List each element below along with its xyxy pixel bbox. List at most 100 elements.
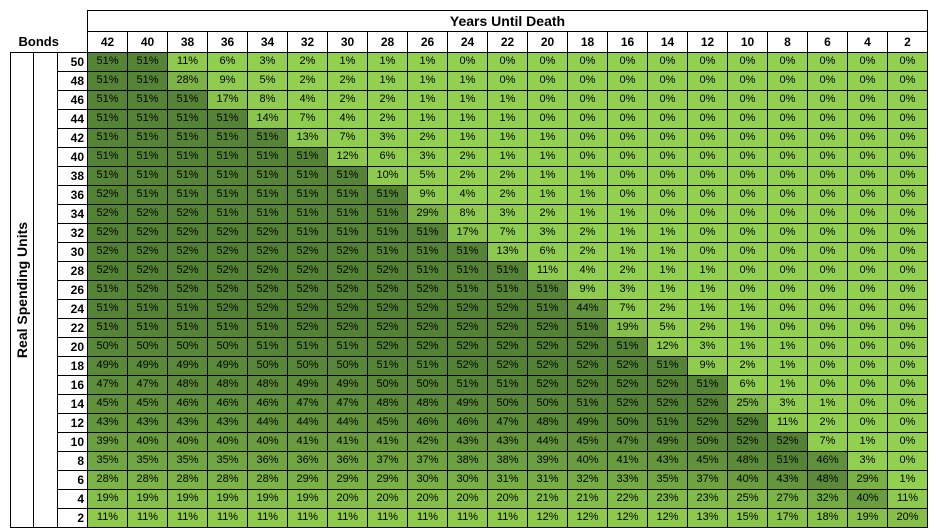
heat-cell: 22% bbox=[607, 488, 648, 509]
heat-cell: 44% bbox=[527, 431, 568, 452]
row-header-42: 42 bbox=[57, 127, 88, 148]
table-row: 34 52% 52% 52% 51% 51% 51% 51% 51% 29% 8% 3% 2% 1% 1% 0… bbox=[11, 203, 928, 224]
heat-cell: 11% bbox=[487, 507, 528, 528]
col-header-14: 14 bbox=[647, 31, 688, 53]
heat-cell: 51% bbox=[287, 336, 328, 357]
heat-cell: 48% bbox=[247, 374, 288, 395]
col-header-6: 6 bbox=[807, 31, 848, 53]
heat-cell: 20% bbox=[327, 488, 368, 509]
heat-cell: 49% bbox=[87, 355, 128, 376]
heat-cell: 52% bbox=[487, 336, 528, 357]
heat-cell: 12% bbox=[327, 146, 368, 167]
heat-cell: 35% bbox=[167, 450, 208, 471]
heat-cell: 44% bbox=[287, 412, 328, 433]
table-row: Real Spending Units 50 51% 51% 11% 6% 3% 2% 1% 1%… bbox=[10, 51, 928, 528]
heat-cell: 35% bbox=[207, 450, 248, 471]
heat-cell: 50% bbox=[487, 393, 528, 414]
heat-cell: 51% bbox=[87, 165, 128, 186]
heat-cell: 21% bbox=[527, 488, 568, 509]
heat-cell: 0% bbox=[727, 70, 768, 91]
heat-cell: 2% bbox=[487, 184, 528, 205]
heat-cell: 50% bbox=[247, 355, 288, 376]
heat-cell: 52% bbox=[87, 241, 128, 262]
heat-cell: 0% bbox=[567, 51, 608, 72]
heat-cell: 40% bbox=[247, 431, 288, 452]
heat-cell: 51% bbox=[127, 70, 168, 91]
heat-cell: 0% bbox=[607, 146, 648, 167]
heat-cell: 49% bbox=[567, 412, 608, 433]
heat-cell: 13% bbox=[687, 507, 728, 528]
heat-cell: 13% bbox=[487, 241, 528, 262]
heat-cell: 0% bbox=[887, 317, 928, 338]
heat-cell: 49% bbox=[447, 393, 488, 414]
heat-cell: 0% bbox=[727, 146, 768, 167]
heat-cell: 0% bbox=[727, 279, 768, 300]
heat-cell: 0% bbox=[807, 317, 848, 338]
row-axis-corner-label: Bonds bbox=[10, 31, 88, 53]
heat-cell: 0% bbox=[887, 51, 928, 72]
heat-cell: 0% bbox=[487, 51, 528, 72]
heat-cell: 0% bbox=[527, 70, 568, 91]
heat-cell: 25% bbox=[727, 488, 768, 509]
heat-cell: 50% bbox=[687, 431, 728, 452]
heat-cell: 1% bbox=[647, 222, 688, 243]
row-header-44: 44 bbox=[57, 108, 88, 129]
heat-cell: 52% bbox=[727, 412, 768, 433]
heat-cell: 52% bbox=[167, 222, 208, 243]
heat-cell: 0% bbox=[847, 279, 888, 300]
row-header-26: 26 bbox=[57, 279, 88, 300]
heat-cell: 0% bbox=[887, 70, 928, 91]
heat-cell: 11% bbox=[167, 507, 208, 528]
heat-cell: 52% bbox=[207, 241, 248, 262]
heat-cell: 11% bbox=[767, 412, 808, 433]
heat-cell: 0% bbox=[887, 203, 928, 224]
heat-cell: 1% bbox=[527, 165, 568, 186]
heat-cell: 52% bbox=[447, 355, 488, 376]
heat-cell: 0% bbox=[767, 241, 808, 262]
heat-cell: 47% bbox=[327, 393, 368, 414]
table-row: 26 51% 52% 52% 52% 52% 52% 52% 52% 52% 51% 51% 51% 9%… bbox=[11, 279, 928, 300]
heat-cell: 0% bbox=[847, 317, 888, 338]
heat-cell: 45% bbox=[87, 393, 128, 414]
heat-cell: 1% bbox=[847, 431, 888, 452]
heat-cell: 12% bbox=[647, 507, 688, 528]
heat-cell: 0% bbox=[607, 89, 648, 110]
heat-cell: 52% bbox=[527, 355, 568, 376]
heat-cell: 0% bbox=[727, 184, 768, 205]
heat-cell: 44% bbox=[327, 412, 368, 433]
heat-cell: 0% bbox=[847, 241, 888, 262]
col-header-10: 10 bbox=[727, 31, 768, 53]
heat-cell: 50% bbox=[327, 355, 368, 376]
heat-cell: 0% bbox=[647, 184, 688, 205]
heat-cell: 52% bbox=[327, 298, 368, 319]
heat-cell: 48% bbox=[207, 374, 248, 395]
heat-cell: 52% bbox=[767, 431, 808, 452]
heat-cell: 0% bbox=[847, 184, 888, 205]
heat-cell: 49% bbox=[167, 355, 208, 376]
heat-cell: 1% bbox=[607, 241, 648, 262]
heat-cell: 52% bbox=[567, 374, 608, 395]
heat-cell: 0% bbox=[807, 89, 848, 110]
heat-cell: 0% bbox=[887, 108, 928, 129]
heat-cell: 12% bbox=[567, 507, 608, 528]
heat-cell: 42% bbox=[407, 431, 448, 452]
heat-cell: 51% bbox=[647, 355, 688, 376]
row-header-28: 28 bbox=[57, 260, 88, 281]
heat-cell: 51% bbox=[167, 184, 208, 205]
table-row: 46 51% 51% 51% 17% 8% 4% 2% 2% 1% 1% 1% 0% 0% 0% 0% 0% 0%… bbox=[11, 89, 928, 110]
col-header-34: 34 bbox=[247, 31, 288, 53]
col-header-8: 8 bbox=[767, 31, 808, 53]
heat-cell: 38% bbox=[487, 450, 528, 471]
heat-cell: 7% bbox=[607, 298, 648, 319]
heat-cell: 51% bbox=[167, 89, 208, 110]
heat-cell: 1% bbox=[327, 51, 368, 72]
heat-cell: 2% bbox=[287, 70, 328, 91]
heat-cell: 29% bbox=[407, 203, 448, 224]
heat-cell: 51% bbox=[87, 127, 128, 148]
table-row: 32 52% 52% 52% 52% 52% 51% 51% 51% 51% 17% 7% 3% 2% 1%… bbox=[11, 222, 928, 243]
heat-cell: 0% bbox=[807, 146, 848, 167]
heat-cell: 36% bbox=[327, 450, 368, 471]
heat-cell: 48% bbox=[527, 412, 568, 433]
heat-cell: 52% bbox=[287, 260, 328, 281]
heat-cell: 52% bbox=[327, 317, 368, 338]
